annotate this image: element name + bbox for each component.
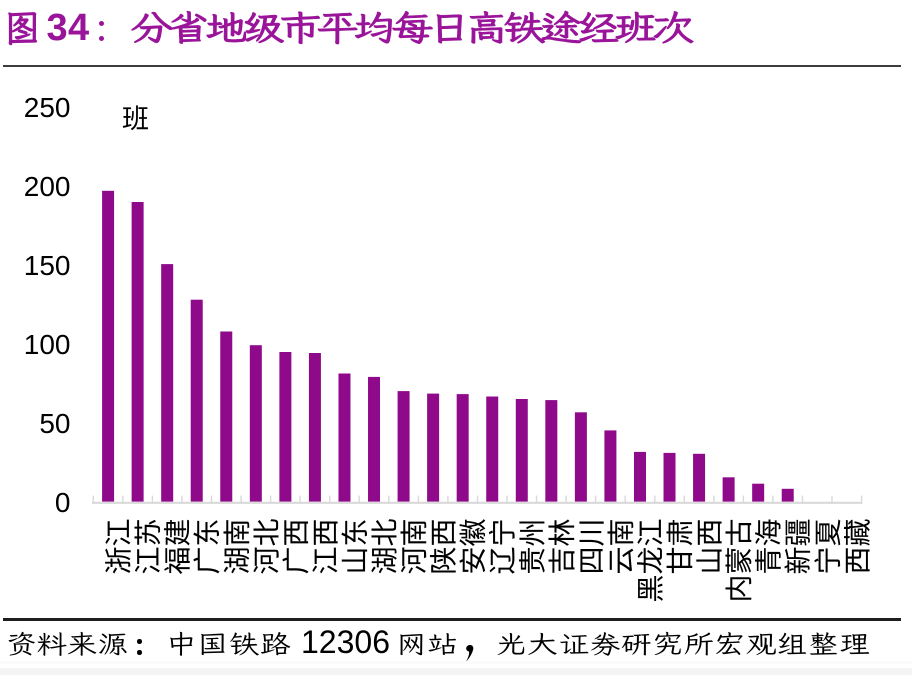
svg-text:山东: 山东: [334, 519, 374, 575]
svg-text:河北: 河北: [245, 519, 285, 575]
svg-text:湖南: 湖南: [216, 519, 256, 575]
svg-text:浙江: 浙江: [98, 519, 138, 575]
svg-text:河南: 河南: [393, 519, 433, 575]
svg-text:广东: 广东: [186, 519, 226, 575]
svg-text:广西: 广西: [275, 519, 315, 575]
svg-text:内蒙古: 内蒙古: [718, 519, 758, 603]
svg-text:吉林: 吉林: [541, 519, 581, 575]
svg-text:西藏: 西藏: [836, 519, 876, 575]
svg-text:山西: 山西: [689, 519, 729, 575]
svg-text:云南: 云南: [600, 519, 640, 575]
svg-text:四川: 四川: [570, 519, 610, 575]
svg-text:江苏: 江苏: [127, 519, 167, 575]
svg-text:甘肃: 甘肃: [659, 519, 699, 575]
svg-text:新疆: 新疆: [777, 519, 817, 575]
svg-text:福建: 福建: [157, 519, 197, 575]
svg-text:贵州: 贵州: [511, 519, 551, 575]
svg-text:黑龙江: 黑龙江: [629, 519, 669, 603]
svg-text:青海: 青海: [748, 519, 788, 575]
svg-text:陕西: 陕西: [423, 519, 463, 575]
svg-text:辽宁: 辽宁: [482, 519, 522, 575]
svg-text:湖北: 湖北: [364, 519, 404, 575]
svg-text:江西: 江西: [304, 519, 344, 575]
svg-text:安徽: 安徽: [452, 519, 492, 575]
svg-text:宁夏: 宁夏: [807, 519, 847, 575]
